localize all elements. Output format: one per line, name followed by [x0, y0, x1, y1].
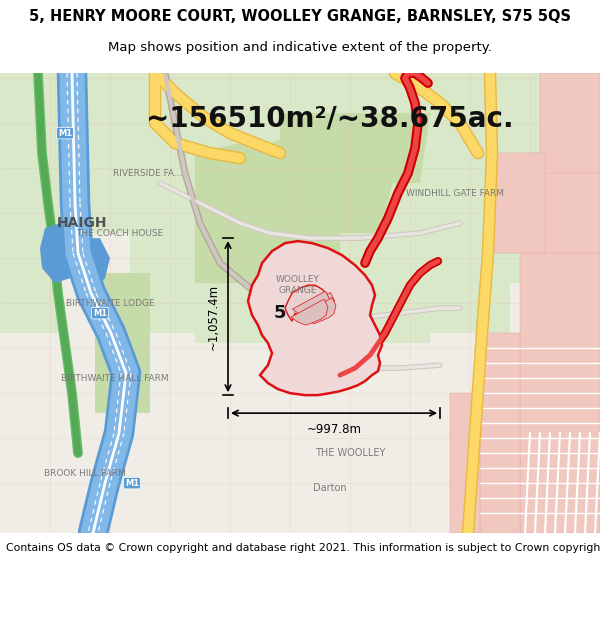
- Polygon shape: [480, 333, 520, 533]
- Polygon shape: [0, 73, 130, 203]
- Text: 5, HENRY MOORE COURT, WOOLLEY GRANGE, BARNSLEY, S75 5QS: 5, HENRY MOORE COURT, WOOLLEY GRANGE, BA…: [29, 9, 571, 24]
- Polygon shape: [130, 173, 240, 333]
- Polygon shape: [291, 299, 328, 325]
- Text: BIRTHWAITE LODGE: BIRTHWAITE LODGE: [65, 299, 154, 308]
- Text: BIRTHWAITE HALL FARM: BIRTHWAITE HALL FARM: [61, 374, 169, 382]
- Polygon shape: [95, 273, 150, 413]
- Polygon shape: [340, 73, 420, 163]
- Text: BROOK HILL FARM: BROOK HILL FARM: [44, 469, 126, 478]
- Polygon shape: [450, 393, 480, 533]
- Text: ~1,057.4m: ~1,057.4m: [207, 284, 220, 350]
- Text: THE WOOLLEY: THE WOOLLEY: [315, 448, 385, 458]
- Text: WOOLLEY
GRANGE: WOOLLEY GRANGE: [276, 276, 320, 295]
- Polygon shape: [60, 73, 130, 233]
- Polygon shape: [195, 173, 430, 343]
- Polygon shape: [130, 73, 200, 183]
- Polygon shape: [248, 241, 382, 395]
- Polygon shape: [420, 173, 510, 333]
- Polygon shape: [420, 73, 500, 173]
- Polygon shape: [285, 285, 332, 321]
- Polygon shape: [490, 153, 545, 253]
- Polygon shape: [0, 73, 600, 533]
- Text: RIVERSIDE FA...: RIVERSIDE FA...: [113, 169, 183, 177]
- Polygon shape: [520, 233, 600, 533]
- Polygon shape: [540, 73, 600, 173]
- Text: M1: M1: [58, 129, 72, 138]
- Polygon shape: [240, 133, 400, 233]
- Text: Contains OS data © Crown copyright and database right 2021. This information is : Contains OS data © Crown copyright and d…: [6, 544, 600, 554]
- Text: ~156510m²/~38.675ac.: ~156510m²/~38.675ac.: [146, 104, 514, 132]
- Polygon shape: [195, 73, 340, 183]
- Polygon shape: [240, 183, 350, 333]
- Text: ~997.8m: ~997.8m: [307, 423, 361, 436]
- Polygon shape: [200, 73, 280, 153]
- Polygon shape: [40, 223, 110, 288]
- Polygon shape: [530, 153, 600, 253]
- Text: HAIGH: HAIGH: [57, 216, 107, 230]
- Polygon shape: [298, 292, 335, 319]
- Polygon shape: [293, 291, 329, 317]
- Text: 5: 5: [274, 304, 286, 322]
- Polygon shape: [0, 73, 600, 533]
- Polygon shape: [280, 113, 430, 183]
- Polygon shape: [440, 73, 600, 183]
- Text: WINDHILL GATE FARM: WINDHILL GATE FARM: [406, 189, 504, 198]
- Text: THE COACH HOUSE: THE COACH HOUSE: [76, 229, 164, 238]
- Text: M1: M1: [125, 479, 139, 488]
- Polygon shape: [195, 143, 340, 283]
- Polygon shape: [299, 298, 336, 324]
- Text: Map shows position and indicative extent of the property.: Map shows position and indicative extent…: [108, 41, 492, 54]
- Polygon shape: [0, 73, 60, 333]
- Text: Darton: Darton: [313, 483, 347, 493]
- Polygon shape: [510, 73, 560, 283]
- Text: M1: M1: [93, 309, 107, 318]
